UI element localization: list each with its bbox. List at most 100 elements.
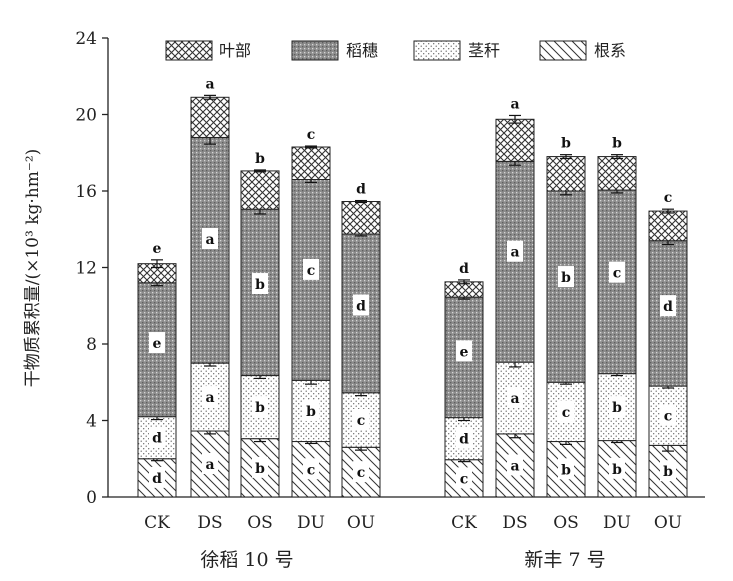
sig-letter-bg xyxy=(507,387,523,409)
sig-letter-bg xyxy=(252,273,268,295)
sig-letter-bg xyxy=(609,457,625,479)
x-tick-label: DU xyxy=(297,513,325,533)
sig-letter-panicle: b xyxy=(561,270,571,286)
sig-letter-bg xyxy=(303,258,319,280)
bar-segment-leaf xyxy=(648,210,688,242)
sig-letter-bg xyxy=(149,332,165,354)
sig-letter-panicle: b xyxy=(255,277,265,293)
sig-letter-bg xyxy=(202,228,218,250)
legend-label-root: 根系 xyxy=(594,41,626,60)
sig-letter-bg xyxy=(456,340,472,362)
bar-segment-leaf xyxy=(240,170,280,210)
y-tick-label: 0 xyxy=(86,488,97,508)
sig-letter-leaf: d xyxy=(356,182,366,198)
legend-swatch-leaf xyxy=(165,40,213,61)
x-tick-label: OU xyxy=(347,513,375,533)
sig-letter-stem: c xyxy=(357,413,366,429)
y-tick-label: 4 xyxy=(86,412,97,432)
sig-letter-root: c xyxy=(357,465,366,481)
sig-letter-bg xyxy=(149,426,165,448)
sig-letter-root: a xyxy=(510,458,519,474)
sig-letter-bg xyxy=(507,240,523,262)
sig-letter-bg xyxy=(660,295,676,317)
sig-letter-bg xyxy=(558,266,574,288)
sig-letter-bg xyxy=(558,400,574,422)
sig-letter-bg xyxy=(660,460,676,482)
bar-segment-panicle xyxy=(291,179,331,381)
sig-letter-stem: c xyxy=(562,405,571,421)
legend-item-panicle: 稻穗 xyxy=(291,40,378,61)
sig-letter-root: b xyxy=(255,461,265,477)
sig-letter-bg xyxy=(456,467,472,489)
sig-letter-bg xyxy=(609,396,625,418)
sig-letter-panicle: d xyxy=(356,298,366,314)
sig-letter-panicle: a xyxy=(205,232,214,248)
sig-letter-bg xyxy=(660,404,676,426)
sig-letter-leaf: a xyxy=(205,76,214,92)
sig-letter-panicle: e xyxy=(153,336,162,352)
sig-letter-stem: b xyxy=(612,400,622,416)
sig-letter-stem: b xyxy=(306,404,316,420)
plot-area: 0 4 8 12 16 20 24 d d e e CK a a a a DS b b b b OS c b c c DU c c d d O… xyxy=(75,29,705,533)
sig-letter-bg xyxy=(609,261,625,283)
group-label-2: 新丰 7 号 xyxy=(524,549,605,571)
sig-letter-stem: b xyxy=(255,400,265,416)
sig-letter-bg xyxy=(202,386,218,408)
sig-letter-stem: d xyxy=(459,432,469,448)
y-tick-label: 12 xyxy=(75,259,97,279)
sig-letter-bg xyxy=(303,458,319,480)
sig-letter-leaf: c xyxy=(307,127,316,143)
bar-segment-leaf xyxy=(495,118,535,162)
sig-letter-bg xyxy=(202,453,218,475)
bar-segment-leaf xyxy=(291,146,331,181)
x-tick-label: CK xyxy=(144,513,170,533)
y-tick-label: 24 xyxy=(75,29,97,49)
sig-letter-bg xyxy=(252,396,268,418)
sig-letter-stem: a xyxy=(510,391,519,407)
sig-letter-leaf: b xyxy=(255,151,265,167)
group-label-1: 徐稻 10 号 xyxy=(200,549,293,571)
x-tick-label: DS xyxy=(502,513,527,533)
sig-letter-root: a xyxy=(205,457,214,473)
sig-letter-panicle: c xyxy=(613,266,622,282)
sig-letter-root: c xyxy=(460,471,469,487)
sig-letter-stem: a xyxy=(205,390,214,406)
x-tick-label: DS xyxy=(197,513,222,533)
legend: 叶部 稻穗 茎秆 根系 xyxy=(165,40,626,61)
bar-segment-panicle xyxy=(495,160,535,363)
bar-segment-leaf xyxy=(546,156,586,192)
sig-letter-leaf: b xyxy=(561,136,571,152)
legend-item-stem: 茎秆 xyxy=(413,40,500,61)
y-tick-label: 8 xyxy=(86,335,97,355)
sig-letter-stem: c xyxy=(664,409,673,425)
sig-letter-bg xyxy=(303,399,319,421)
legend-label-stem: 茎秆 xyxy=(468,41,500,60)
sig-letter-root: b xyxy=(561,462,571,478)
x-tick-label: CK xyxy=(451,513,477,533)
sig-letter-root: d xyxy=(152,471,162,487)
sig-letter-stem: d xyxy=(152,431,162,447)
legend-swatch-stem xyxy=(413,40,461,61)
x-tick-label: OS xyxy=(247,513,273,533)
sig-letter-leaf: b xyxy=(612,136,622,152)
sig-letter-bg xyxy=(149,466,165,488)
sig-letter-leaf: d xyxy=(459,261,469,277)
y-axis-label: 干物质累积量/(×10³ kg·hm⁻²) xyxy=(23,149,43,388)
sig-letter-root: c xyxy=(307,462,316,478)
legend-swatch-root xyxy=(539,40,587,61)
legend-label-leaf: 叶部 xyxy=(219,41,251,60)
sig-letter-leaf: a xyxy=(510,96,519,112)
sig-letter-leaf: c xyxy=(664,190,673,206)
sig-letter-root: b xyxy=(612,462,622,478)
sig-letter-bg xyxy=(507,454,523,476)
legend-label-panicle: 稻穗 xyxy=(346,41,378,60)
bar-segment-leaf xyxy=(190,96,230,138)
sig-letter-panicle: d xyxy=(663,299,673,315)
sig-letter-bg xyxy=(353,294,369,316)
y-tick-label: 20 xyxy=(75,106,97,126)
bar-segment-leaf xyxy=(341,201,381,235)
sig-letter-panicle: c xyxy=(307,263,316,279)
legend-item-root: 根系 xyxy=(539,40,626,61)
sig-letter-leaf: e xyxy=(153,241,162,257)
bar-segment-panicle xyxy=(190,136,230,364)
